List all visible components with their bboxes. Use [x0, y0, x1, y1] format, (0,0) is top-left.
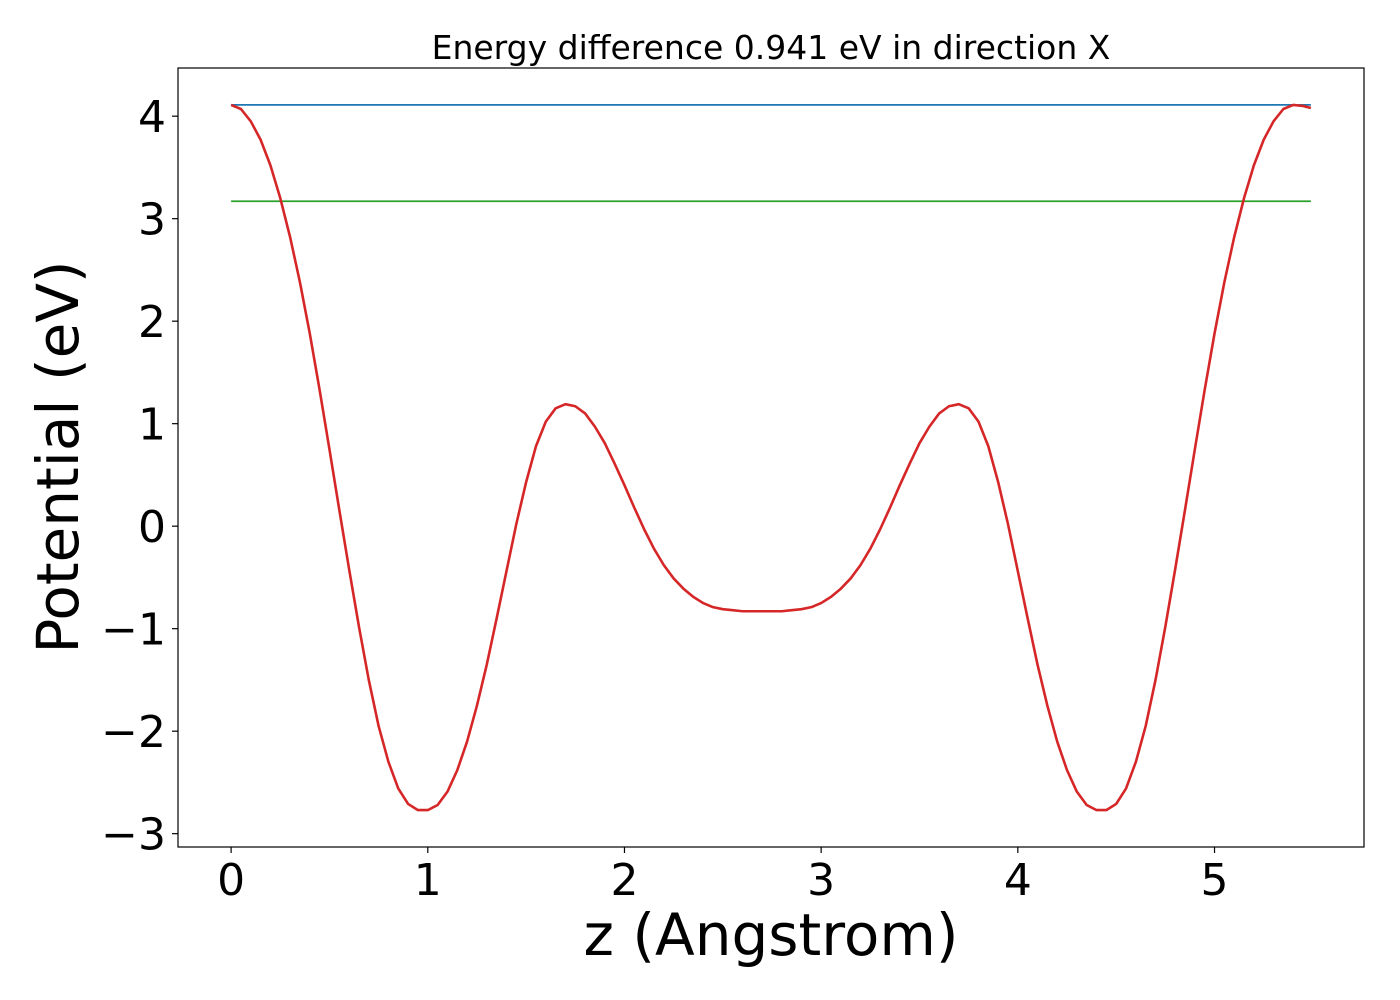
y-axis: −3 −2 −1 0 1 2 3 4: [101, 92, 178, 861]
plot-frame: [177, 67, 1365, 848]
y-tick-label: 0: [138, 502, 166, 553]
x-tick-label: 0: [217, 855, 245, 906]
x-tick-label: 1: [414, 855, 442, 906]
y-tick-label: −2: [101, 707, 166, 758]
y-tick-label: 4: [138, 92, 166, 143]
y-tick-label: 3: [138, 195, 166, 246]
y-tick-label: −1: [101, 605, 166, 656]
x-tick-label: 2: [610, 855, 638, 906]
x-axis: 0 1 2 3 4 5: [217, 847, 1229, 906]
y-tick-label: −3: [101, 810, 166, 861]
x-tick-label: 4: [1004, 855, 1032, 906]
x-axis-label: z (Angstrom): [584, 901, 959, 969]
y-axis-label: Potential (eV): [24, 260, 92, 653]
y-tick-label: 1: [138, 400, 166, 451]
x-tick-label: 3: [807, 855, 835, 906]
x-tick-label: 5: [1201, 855, 1229, 906]
series-layer: [230, 103, 1312, 812]
series-line-2: [230, 103, 1312, 812]
plot-area: [177, 67, 1365, 848]
y-tick-label: 2: [138, 297, 166, 348]
chart-title: Energy difference 0.941 eV in direction …: [432, 28, 1111, 67]
